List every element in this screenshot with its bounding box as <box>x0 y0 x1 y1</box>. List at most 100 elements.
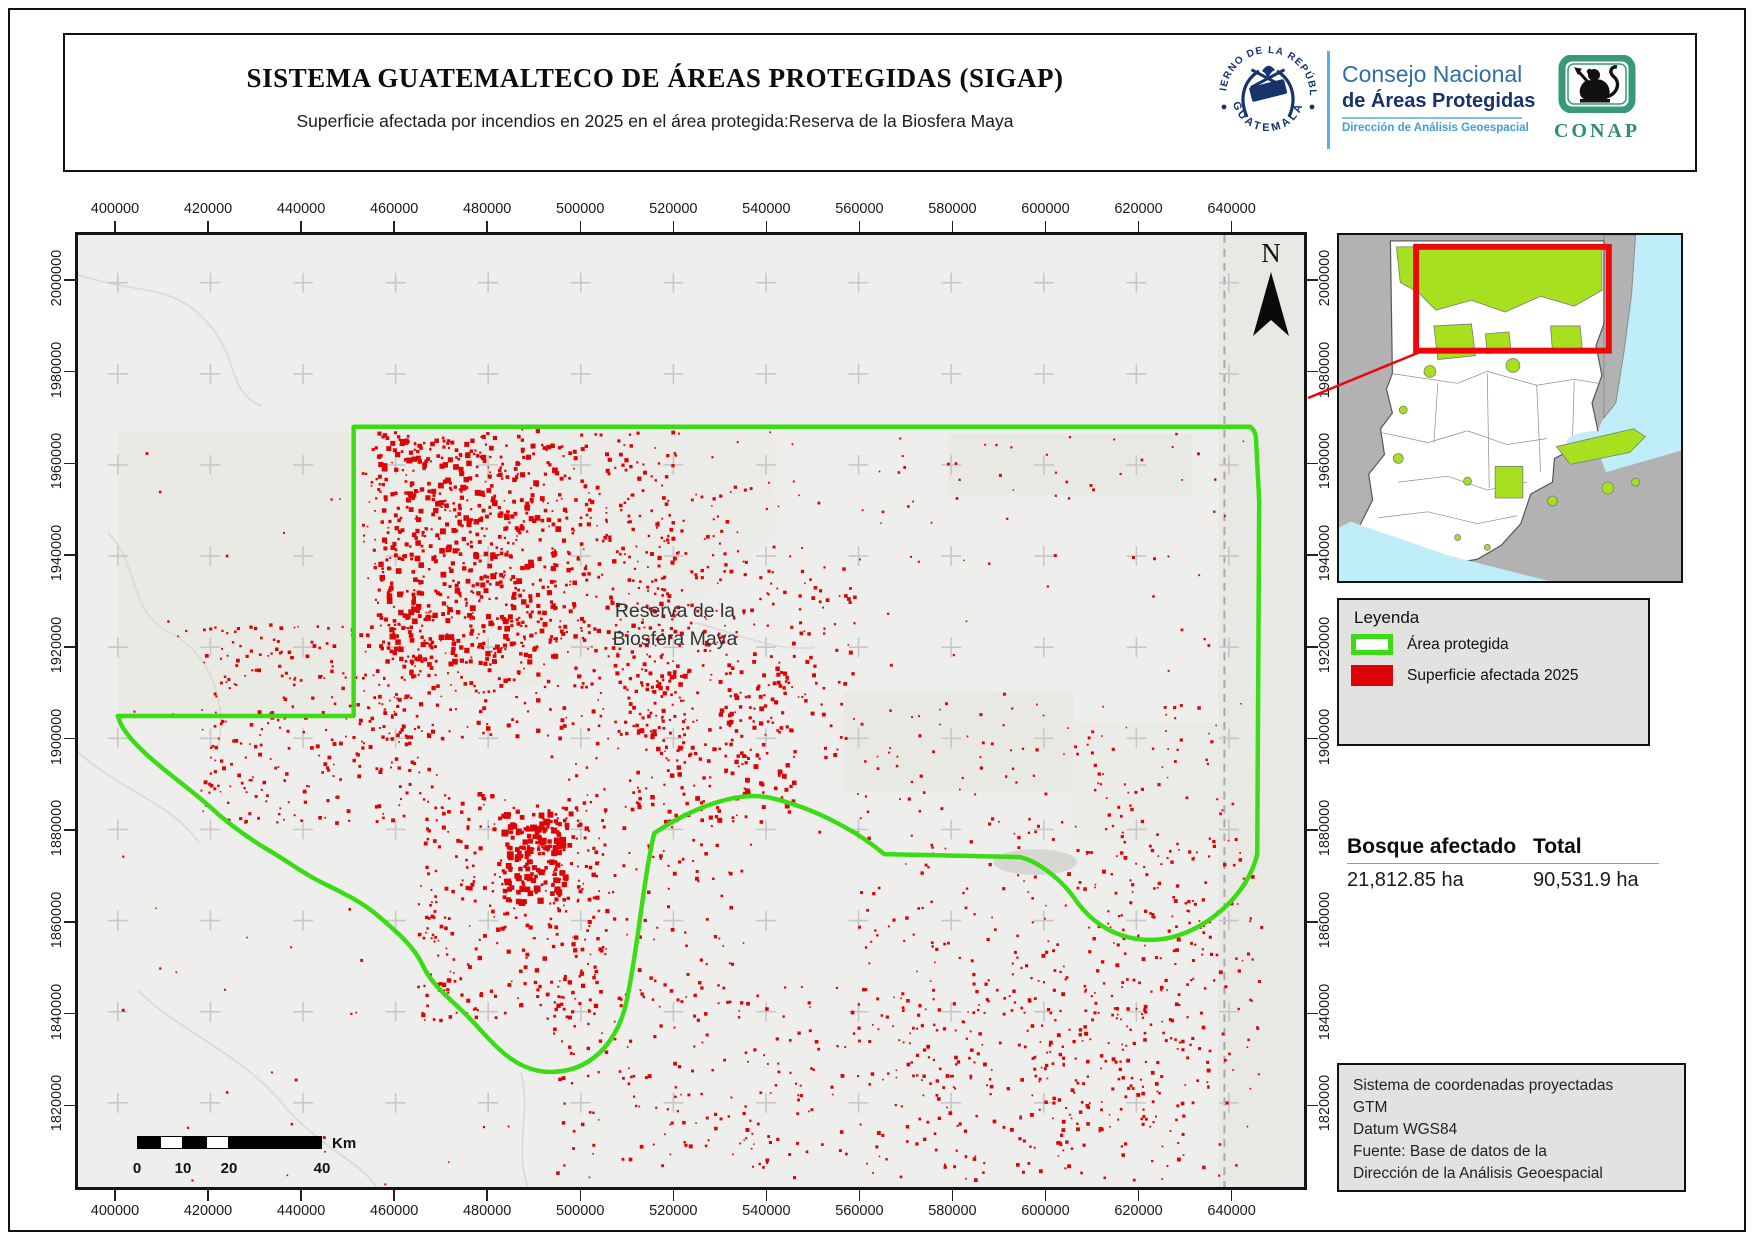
caribbean-water <box>1594 235 1681 473</box>
y-axis-label-left: 1860000 <box>49 891 65 949</box>
y-axis-label-right: 1960000 <box>1317 433 1333 490</box>
x-axis-label-top: 580000 <box>928 201 977 217</box>
affected-area-swatch <box>1351 665 1393 686</box>
affected-area-stats: Bosque afectado Total 21,812.85 ha 90,53… <box>1347 835 1659 892</box>
north-arrow-icon: N <box>1253 238 1289 336</box>
x-axis-tick-bottom <box>393 1190 395 1201</box>
x-axis-label-bottom: 440000 <box>276 1203 326 1219</box>
x-axis-label-top: 500000 <box>556 201 605 217</box>
scale-bar-number: 20 <box>220 1160 238 1177</box>
y-axis-label-left: 2000000 <box>49 249 65 307</box>
seal-emblem-icon <box>1249 65 1287 102</box>
main-map <box>75 232 1307 1190</box>
reserve-name-line1: Reserva de la <box>614 600 736 622</box>
stats-col2-header: Total <box>1533 835 1582 858</box>
org-line2: de Áreas Protegidas <box>1342 90 1536 112</box>
y-axis-label-left: 1980000 <box>49 341 65 398</box>
conap-monkey-icon <box>1558 54 1636 114</box>
protected-area-swatch <box>1351 634 1393 655</box>
scale-bar-number: 40 <box>313 1160 331 1177</box>
y-axis-label-left: 1820000 <box>49 1075 65 1132</box>
x-axis-label-top: 480000 <box>462 201 512 217</box>
y-axis-label-left: 1840000 <box>49 983 65 1040</box>
x-axis-tick-top <box>486 221 488 232</box>
y-axis-tick-left <box>64 921 75 923</box>
x-axis-label-bottom: 420000 <box>183 1203 233 1219</box>
government-seal-logo: GOBIERNO DE LA REPÚBLICA GUATEMALA <box>1205 25 1327 156</box>
x-axis-tick-bottom <box>951 1190 954 1201</box>
org-rule <box>1342 117 1522 119</box>
y-axis-tick-left <box>64 829 75 831</box>
seal-wreath-icon <box>1241 69 1295 118</box>
x-axis-tick-top <box>765 221 768 232</box>
y-axis-label-left: 1880000 <box>49 799 65 857</box>
y-axis-tick-right <box>1307 279 1318 281</box>
x-axis-label-top: 620000 <box>1114 201 1163 217</box>
x-axis-tick-bottom <box>114 1190 116 1201</box>
x-axis-label-bottom: 600000 <box>1021 1203 1070 1219</box>
x-axis-label-bottom: 500000 <box>556 1203 605 1219</box>
scale-bar-number: 10 <box>174 1160 192 1177</box>
y-axis-tick-right <box>1307 921 1318 923</box>
x-axis-tick-bottom <box>207 1190 209 1201</box>
x-axis-tick-top <box>114 221 116 232</box>
y-axis-label-right: 2000000 <box>1317 249 1333 307</box>
x-axis-label-bottom: 400000 <box>90 1203 140 1219</box>
y-axis-tick-right <box>1307 1012 1318 1015</box>
x-axis-tick-top <box>207 221 209 232</box>
y-axis-label-right: 1840000 <box>1317 983 1333 1040</box>
y-axis-label-right: 1920000 <box>1317 616 1333 674</box>
inset-overview-map <box>1337 233 1683 583</box>
x-axis-tick-bottom <box>486 1190 488 1201</box>
x-axis-tick-bottom <box>1230 1190 1233 1201</box>
x-axis-label-bottom: 460000 <box>369 1203 419 1219</box>
y-axis-label-left: 1960000 <box>49 433 65 490</box>
x-axis-tick-top <box>672 221 675 232</box>
y-axis-tick-right <box>1307 646 1318 648</box>
x-axis-tick-bottom <box>672 1190 675 1201</box>
main-map-canvas <box>78 235 1304 1187</box>
y-axis-tick-left <box>64 370 75 373</box>
x-axis-label-top: 640000 <box>1207 201 1256 217</box>
page-title: SISTEMA GUATEMALTECO DE ÁREAS PROTEGIDAS… <box>246 63 1064 93</box>
scale-bar-unit: Km <box>332 1135 357 1152</box>
x-axis-tick-top <box>858 221 861 232</box>
x-axis-label-top: 540000 <box>742 201 791 217</box>
stats-col1-value: 21,812.85 ha <box>1347 869 1464 891</box>
scale-bar-segment <box>183 1136 206 1149</box>
x-axis-label-bottom: 620000 <box>1114 1203 1163 1219</box>
infobox-line: Datum WGS84 <box>1353 1121 1458 1138</box>
header: SISTEMA GUATEMALTECO DE ÁREAS PROTEGIDAS… <box>63 25 1697 172</box>
x-axis-label-bottom: 540000 <box>742 1203 791 1219</box>
x-axis-tick-bottom <box>1137 1190 1140 1201</box>
x-axis-tick-bottom <box>1044 1190 1047 1201</box>
north-label: N <box>1261 238 1281 268</box>
seal-icon: GOBIERNO DE LA REPÚBLICA GUATEMALA <box>1205 25 1318 145</box>
org-line1: Consejo Nacional <box>1342 61 1523 87</box>
legend-item-label: Área protegida <box>1407 636 1509 653</box>
x-axis-label-top: 600000 <box>1021 201 1070 217</box>
pacific-water <box>1339 521 1549 581</box>
x-axis-tick-top <box>579 221 581 232</box>
x-axis-label-top: 440000 <box>276 201 326 217</box>
north-arrow: N <box>1243 236 1299 347</box>
x-axis-label-bottom: 480000 <box>462 1203 512 1219</box>
x-axis-tick-bottom <box>858 1190 861 1201</box>
faint-lines <box>78 273 815 1187</box>
y-axis-label-right: 1900000 <box>1317 708 1333 765</box>
coordinate-system-infobox: Sistema de coordenadas proyectadas GTM Dat… <box>1337 1063 1686 1192</box>
org-name-block: Consejo Nacional de Áreas Protegidas Dir… <box>1342 61 1592 134</box>
x-axis-label-top: 400000 <box>90 201 140 217</box>
y-axis-label-right: 1860000 <box>1317 891 1333 949</box>
y-axis-label-right: 1820000 <box>1317 1075 1333 1132</box>
x-axis-tick-top <box>1230 221 1233 232</box>
legend-item: Superficie afectada 2025 <box>1351 665 1641 689</box>
y-axis-label-right: 1880000 <box>1317 799 1333 857</box>
stats-col2-value: 90,531.9 ha <box>1533 869 1639 891</box>
protected-area-boundary <box>115 424 1262 1075</box>
x-axis-tick-bottom <box>765 1190 768 1201</box>
x-axis-label-bottom: 560000 <box>835 1203 884 1219</box>
y-axis-tick-left <box>64 1012 75 1015</box>
legend: Leyenda Área protegida Superficie afectad… <box>1337 598 1650 746</box>
